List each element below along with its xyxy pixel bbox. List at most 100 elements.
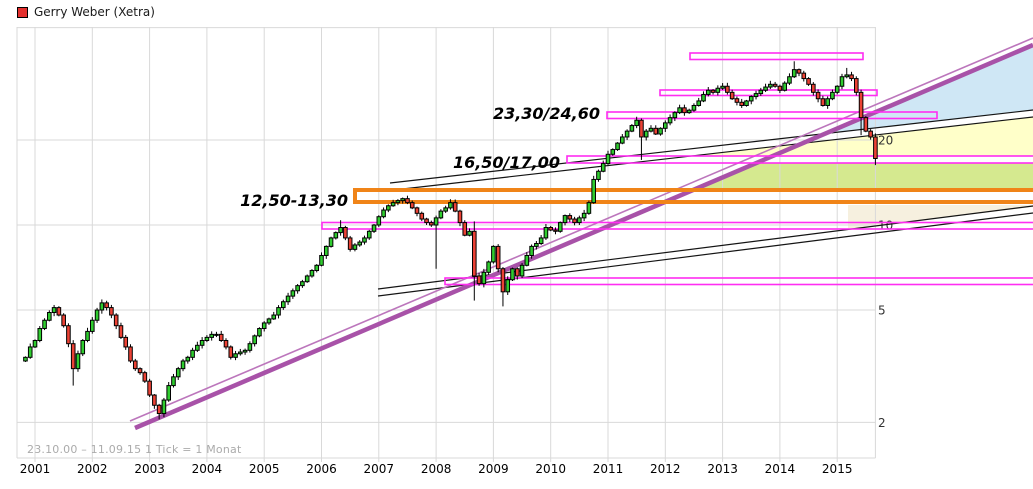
candle-body	[386, 205, 391, 211]
black-channel-lower-2	[377, 212, 1033, 297]
x-axis-year-label: 2007	[364, 462, 395, 476]
x-axis-year-label: 2004	[192, 462, 223, 476]
candle-body	[281, 301, 286, 309]
candle-body	[615, 142, 620, 151]
candle-body	[873, 136, 878, 159]
candle-body	[858, 91, 864, 119]
candle-body	[156, 404, 162, 415]
candle-body	[572, 218, 577, 224]
candle-body	[285, 295, 291, 303]
candle-body	[643, 130, 649, 138]
x-axis-year-label: 2015	[822, 462, 853, 476]
candle-body	[868, 130, 873, 138]
legend: Gerry Weber (Xetra)	[17, 6, 155, 18]
candle-body	[854, 78, 859, 93]
candle-body	[686, 109, 692, 114]
candle-body	[414, 207, 420, 214]
candle-body	[557, 222, 563, 232]
candle-body	[185, 356, 191, 362]
candle-body	[663, 122, 668, 129]
candle-body	[768, 83, 773, 88]
black-channel-lower-1	[377, 205, 1033, 290]
black-channel-upper-2	[384, 116, 1033, 192]
x-axis-year-label: 2009	[478, 462, 509, 476]
resistance-box	[566, 155, 1033, 164]
candle-body	[247, 343, 253, 351]
x-axis-year-label: 2006	[306, 462, 337, 476]
candle-body	[562, 215, 568, 224]
price-annotations: 23,30/24,60 16,50/17,00 12,50-13,30	[240, 104, 600, 210]
candle-body	[600, 163, 606, 172]
candle-body	[395, 200, 401, 204]
candle-body	[639, 119, 644, 138]
resistance-boxes	[321, 52, 1033, 286]
orange-zone-box	[353, 188, 1033, 204]
candle-body	[577, 217, 582, 224]
candle-body	[23, 356, 28, 362]
x-axis-year-label: 2011	[593, 462, 624, 476]
candle-body	[304, 275, 310, 283]
candle-body	[223, 339, 229, 348]
x-axis-year-label: 2010	[535, 462, 566, 476]
candle-body	[510, 268, 515, 281]
candle-body	[142, 372, 148, 382]
candle-body	[815, 91, 821, 100]
candle-body	[376, 216, 382, 226]
candle-body	[99, 302, 105, 311]
x-axis-year-label: 2003	[134, 462, 165, 476]
candle-body	[152, 394, 157, 406]
candle-body	[343, 226, 348, 239]
candle-body	[524, 254, 530, 266]
candle-body	[333, 232, 339, 239]
candle-body	[629, 125, 635, 132]
candle-body	[820, 98, 826, 106]
candle-body	[429, 222, 434, 226]
candle-body	[300, 281, 305, 287]
candle-body	[620, 136, 625, 144]
candle-body	[834, 85, 840, 93]
candle-body	[462, 222, 468, 236]
candle-body	[118, 325, 124, 338]
candle-body	[271, 314, 277, 320]
chart-info-text: 23.10.00 – 11.09.15 1 Tick = 1 Monat	[27, 443, 242, 456]
candle-body	[830, 91, 835, 100]
resistance-box	[689, 52, 864, 61]
candle-body	[338, 226, 343, 234]
candle-body	[228, 346, 234, 358]
candle-body	[290, 290, 296, 297]
candle-body	[514, 268, 520, 277]
candle-body	[596, 170, 601, 180]
candle-body	[276, 307, 281, 316]
candle-body	[214, 333, 219, 336]
candle-body	[486, 261, 491, 273]
candle-body	[796, 69, 802, 74]
candle-body	[314, 264, 320, 272]
candle-body	[586, 202, 592, 214]
candle-body	[519, 264, 525, 277]
candle-body	[739, 101, 745, 106]
candle-body	[199, 339, 205, 346]
candle-body	[252, 335, 257, 345]
candle-body	[581, 212, 587, 219]
candle-body	[366, 230, 372, 239]
candle-body	[242, 349, 248, 353]
candle-body	[390, 202, 396, 207]
candle-body	[849, 74, 854, 80]
candle-body	[825, 98, 830, 106]
candle-body	[448, 202, 453, 209]
candle-body	[610, 149, 616, 155]
candle-body	[787, 76, 792, 84]
candle-body	[266, 318, 272, 324]
candle-body	[137, 368, 143, 374]
candle-body	[534, 243, 539, 247]
trend-lines	[129, 37, 1033, 431]
candle-body	[772, 83, 778, 87]
candle-body	[400, 198, 405, 202]
resistance-box	[444, 277, 1033, 286]
candle-body	[47, 311, 52, 321]
candle-body	[409, 202, 415, 209]
candle-body	[553, 229, 558, 232]
candle-body	[75, 353, 81, 370]
